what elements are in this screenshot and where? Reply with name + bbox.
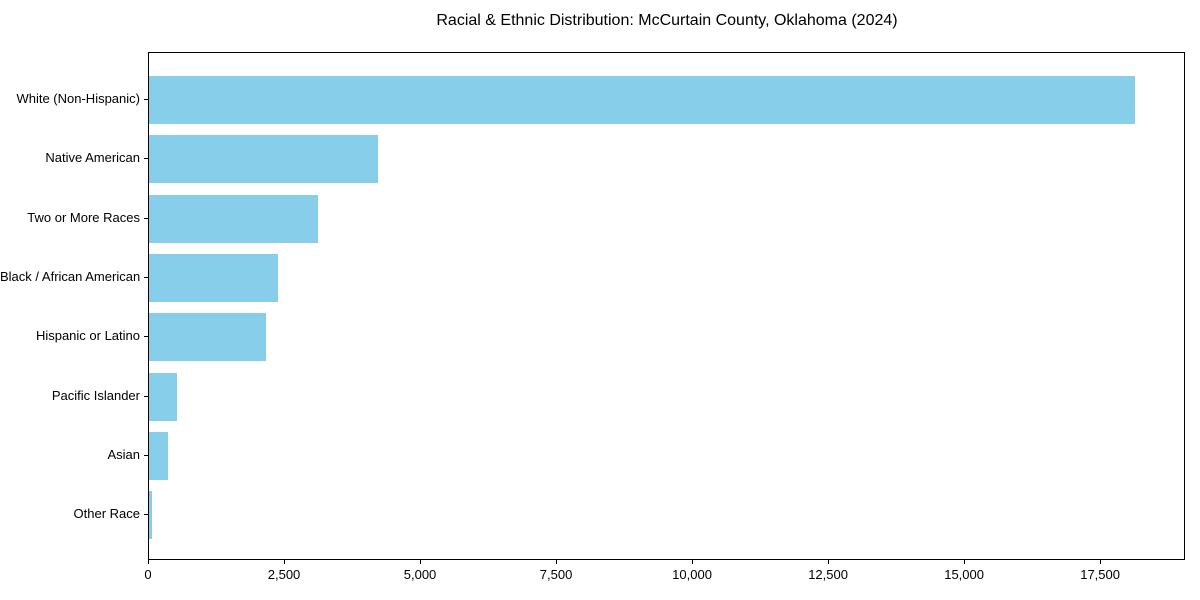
x-tick-label-5-000: 5,000 bbox=[403, 567, 437, 582]
x-tick-5-000 bbox=[420, 560, 422, 564]
bar-white-non-hispanic bbox=[149, 76, 1135, 124]
y-tick-black-african-american bbox=[144, 276, 148, 278]
x-tick-label-2-500: 2,500 bbox=[267, 567, 301, 582]
y-label-hispanic-or-latino: Hispanic or Latino bbox=[35, 328, 140, 344]
y-label-pacific-islander: Pacific Islander bbox=[51, 387, 140, 403]
x-tick-0 bbox=[148, 560, 149, 564]
x-tick-17-500 bbox=[1100, 560, 1102, 564]
x-tick-label-17-500: 17,500 bbox=[1080, 567, 1120, 582]
y-label-native-american: Native American bbox=[45, 150, 140, 166]
y-label-other-race: Other Race bbox=[73, 506, 140, 522]
y-tick-hispanic-or-latino bbox=[144, 336, 148, 338]
x-tick-2-500 bbox=[284, 560, 286, 564]
x-tick-7-500 bbox=[556, 560, 558, 564]
plot-area bbox=[148, 52, 1185, 560]
bar-hispanic-or-latino bbox=[149, 313, 267, 362]
y-tick-other-race bbox=[144, 514, 148, 516]
x-tick-15-000 bbox=[964, 560, 966, 564]
bar-other-race bbox=[149, 491, 153, 540]
bar-two-or-more-races bbox=[149, 194, 319, 243]
bar-black-african-american bbox=[149, 253, 278, 302]
x-tick-label-7-500: 7,500 bbox=[539, 567, 573, 582]
x-tick-12-500 bbox=[828, 560, 830, 564]
y-tick-pacific-islander bbox=[144, 395, 148, 397]
x-tick-10-000 bbox=[692, 560, 694, 564]
x-tick-label-0: 0 bbox=[144, 567, 152, 582]
x-tick-label-15-000: 15,000 bbox=[944, 567, 984, 582]
y-tick-two-or-more-races bbox=[144, 217, 148, 219]
y-label-white-non-hispanic: White (Non-Hispanic) bbox=[16, 91, 140, 106]
y-tick-asian bbox=[144, 454, 148, 456]
y-tick-white-non-hispanic bbox=[144, 99, 148, 100]
y-label-black-african-american: Black / African American bbox=[0, 268, 141, 284]
x-tick-label-10-000: 10,000 bbox=[672, 567, 712, 582]
y-label-two-or-more-races: Two or More Races bbox=[27, 209, 140, 225]
chart-title: Racial & Ethnic Distribution: McCurtain … bbox=[436, 12, 898, 29]
bar-pacific-islander bbox=[149, 372, 177, 421]
bar-native-american bbox=[149, 135, 378, 184]
bar-asian bbox=[149, 431, 168, 480]
y-tick-native-american bbox=[144, 158, 148, 160]
y-label-asian: Asian bbox=[107, 446, 140, 462]
x-tick-label-12-500: 12,500 bbox=[808, 567, 848, 582]
